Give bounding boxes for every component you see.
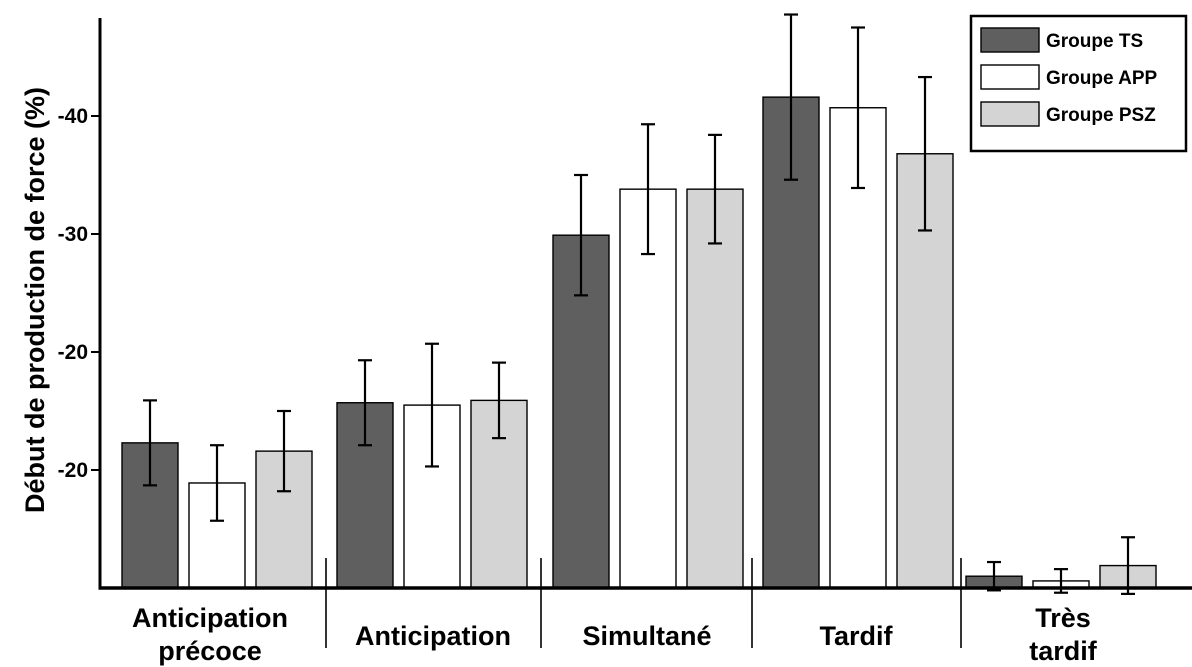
category-label-line: Anticipation [355,621,511,651]
error-bar [784,13,798,181]
category-label: Tardif [820,621,894,651]
error-bar [492,361,506,440]
axes [98,18,1192,648]
legend-label: Groupe APP [1046,68,1158,89]
y-tick-label: -20 [58,341,88,364]
y-tick-label: -20 [58,459,88,482]
error-bar [425,342,439,468]
category-label-line: Tardif [820,621,894,651]
category-label-line: Très [1035,603,1091,633]
legend: Groupe TS Groupe APP Groupe PSZ [969,14,1188,153]
error-bars-layer [143,13,1135,596]
error-bar [358,359,372,447]
error-bar [143,399,157,487]
error-bar [277,409,291,493]
category-label-line: Simultané [582,621,711,651]
error-bar [210,444,224,522]
legend-item: Groupe TS [980,27,1143,53]
error-bar [851,26,865,190]
legend-swatch [980,27,1040,53]
category-label: Anticipation [355,621,511,651]
bar-groupe-app-2 [619,188,677,589]
error-bar [641,123,655,256]
category-label-line: précoce [158,636,262,666]
bars-layer [121,96,1157,589]
category-label: Simultané [582,621,711,651]
legend-label: Groupe PSZ [1046,105,1156,126]
category-label-line: tardif [1029,636,1098,666]
category-label-line: Anticipation [132,603,288,633]
error-bar [987,560,1001,592]
error-bar [708,133,722,245]
error-bar [574,173,588,297]
y-tick-label: -40 [58,105,88,128]
y-ticks: -20 -20 -30 -40 [58,105,100,482]
legend-swatch [980,64,1040,90]
y-axis-label: Début de production de force (%) [20,87,50,513]
legend-label: Groupe TS [1046,31,1143,52]
y-tick-label: -30 [58,223,88,246]
error-bar [1121,536,1135,596]
legend-item: Groupe PSZ [980,101,1156,127]
bar-groupe-psz-2 [686,188,744,589]
legend-item: Groupe APP [980,64,1158,90]
legend-swatch [980,101,1040,127]
error-bar [918,75,932,232]
